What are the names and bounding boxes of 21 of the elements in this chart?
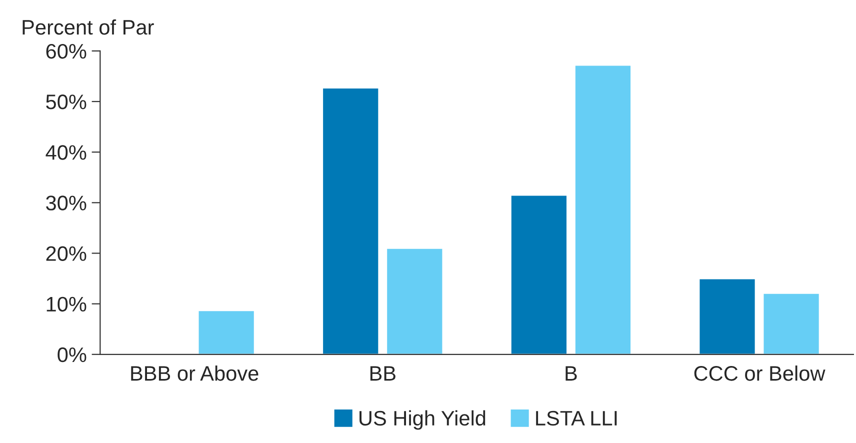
legend-label: LSTA LLI (536, 410, 617, 426)
bar (510, 194, 568, 354)
legend-label: US High Yield (360, 410, 486, 430)
x-tick-label: CCC or Below (694, 366, 826, 381)
x-tick-label: BB (370, 366, 396, 381)
bar (574, 64, 632, 354)
bar (386, 247, 444, 354)
bar (197, 310, 256, 354)
y-tick-label: 20% (46, 246, 86, 261)
bar (762, 292, 820, 354)
y-tick-label: 10% (46, 296, 86, 312)
x-tick-label: B (566, 366, 577, 381)
y-tick-label: 0% (58, 347, 86, 362)
bar (322, 87, 380, 354)
bar (698, 278, 756, 354)
y-axis-title: Percent of Par (22, 19, 154, 35)
y-tick-label: 60% (46, 44, 86, 59)
x-tick-label: BBB or Above (131, 366, 258, 381)
y-tick-label: 40% (46, 145, 86, 160)
y-tick-label: 30% (46, 196, 86, 210)
y-tick-label: 50% (46, 94, 86, 110)
